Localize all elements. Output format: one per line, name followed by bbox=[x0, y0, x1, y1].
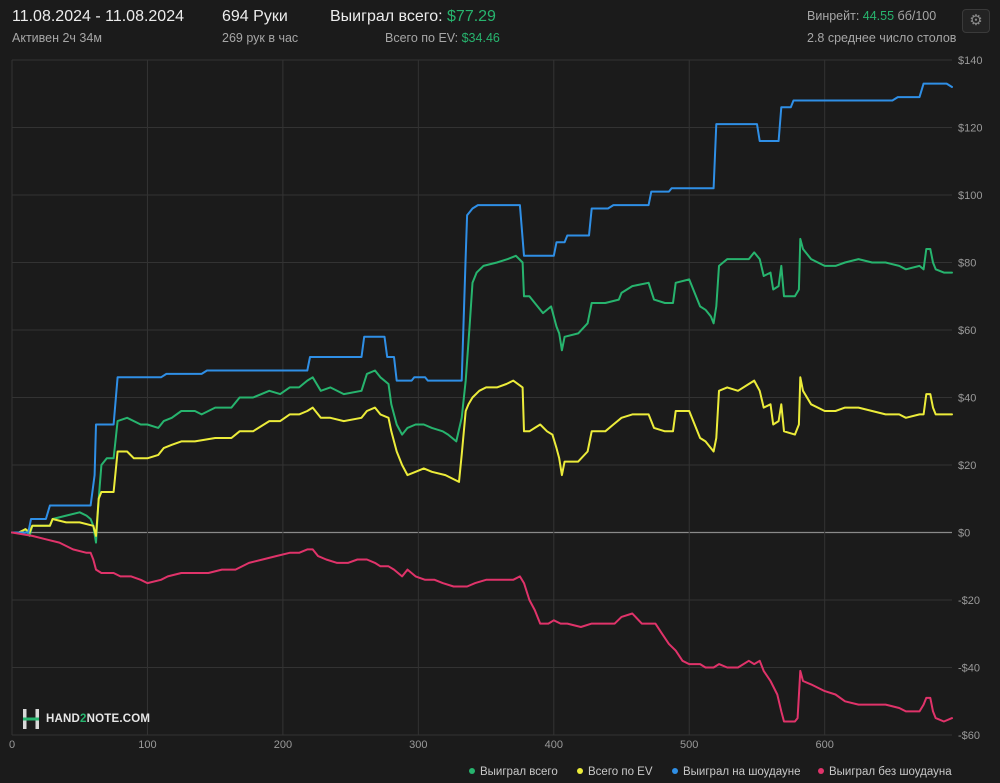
legend-item-showdown[interactable]: Выиграл на шоудауне bbox=[672, 766, 801, 778]
total-won-label: Выиграл всего: bbox=[330, 8, 448, 25]
x-tick-label: 500 bbox=[680, 739, 698, 751]
chart-grid bbox=[11, 59, 952, 736]
y-tick-label: -$20 bbox=[958, 595, 980, 607]
y-tick-label: -$60 bbox=[958, 730, 980, 742]
x-tick-label: 400 bbox=[545, 739, 563, 751]
total-ev-value: $34.46 bbox=[461, 31, 500, 45]
profit-chart: -$60 -$40 -$20 $0 $20 $40 $60 $80 $100 $120 $140 0 1… bbox=[9, 55, 983, 751]
x-tick-label: 200 bbox=[274, 739, 292, 751]
date-range: 11.08.2024 - 11.08.2024 bbox=[12, 8, 184, 25]
x-tick-label: 300 bbox=[409, 739, 427, 751]
legend-item-ev[interactable]: Всего по EV bbox=[577, 766, 653, 778]
legend-item-won[interactable]: Выиграл всего bbox=[469, 766, 558, 778]
hands-per-hour: 269 рук в час bbox=[222, 31, 299, 45]
y-tick-label: $20 bbox=[958, 460, 976, 472]
hand2note-logo-icon bbox=[23, 709, 39, 729]
legend-dot-won bbox=[469, 767, 475, 774]
gear-icon[interactable]: ⚙ bbox=[962, 9, 990, 33]
series-line-showdown bbox=[11, 82, 953, 534]
total-won-value: $77.29 bbox=[447, 8, 496, 25]
winrate-label: Винрейт: bbox=[807, 9, 863, 23]
y-tick-label: $80 bbox=[958, 258, 976, 270]
x-tick-label: 600 bbox=[816, 739, 834, 751]
chart-tick-labels: -$60 -$40 -$20 $0 $20 $40 $60 $80 $100 $120 $140 0 1… bbox=[9, 55, 983, 751]
avg-tables: 2.8 среднее число столов bbox=[807, 31, 957, 45]
total-ev: Всего по EV: $34.46 bbox=[385, 31, 500, 45]
hand2note-logo: HAND2NOTE.COM bbox=[22, 708, 150, 730]
y-tick-label: -$40 bbox=[958, 663, 980, 675]
legend-item-non-showdown[interactable]: Выиграл без шоудауна bbox=[818, 766, 952, 778]
y-tick-label: $40 bbox=[958, 393, 976, 405]
y-tick-label: $140 bbox=[958, 55, 982, 67]
y-tick-label: $100 bbox=[958, 190, 982, 202]
chart-series bbox=[11, 82, 953, 723]
series-line-won bbox=[11, 237, 953, 544]
hands-count: 694 Руки bbox=[222, 8, 288, 25]
legend-dot-showdown bbox=[672, 767, 678, 774]
series-line-non-showdown bbox=[11, 531, 953, 723]
x-tick-label: 0 bbox=[9, 739, 15, 751]
winrate-value: 44.55 bbox=[862, 9, 895, 23]
winrate: Винрейт: 44.55 бб/100 bbox=[807, 9, 936, 23]
hand2note-logo-text: HAND2NOTE.COM bbox=[46, 713, 151, 725]
total-won: Выиграл всего: $77.29 bbox=[330, 8, 496, 26]
legend-dot-ev bbox=[577, 767, 583, 774]
legend-dot-non-showdown bbox=[818, 767, 824, 774]
x-tick-label: 100 bbox=[138, 739, 156, 751]
y-tick-label: $60 bbox=[958, 325, 976, 337]
y-tick-label: $0 bbox=[958, 528, 970, 540]
y-tick-label: $120 bbox=[958, 123, 982, 135]
winrate-unit: бб/100 bbox=[894, 9, 937, 23]
total-ev-label: Всего по EV: bbox=[385, 31, 462, 45]
active-time: Активен 2ч 34м bbox=[12, 31, 102, 45]
series-line-ev bbox=[11, 376, 953, 537]
